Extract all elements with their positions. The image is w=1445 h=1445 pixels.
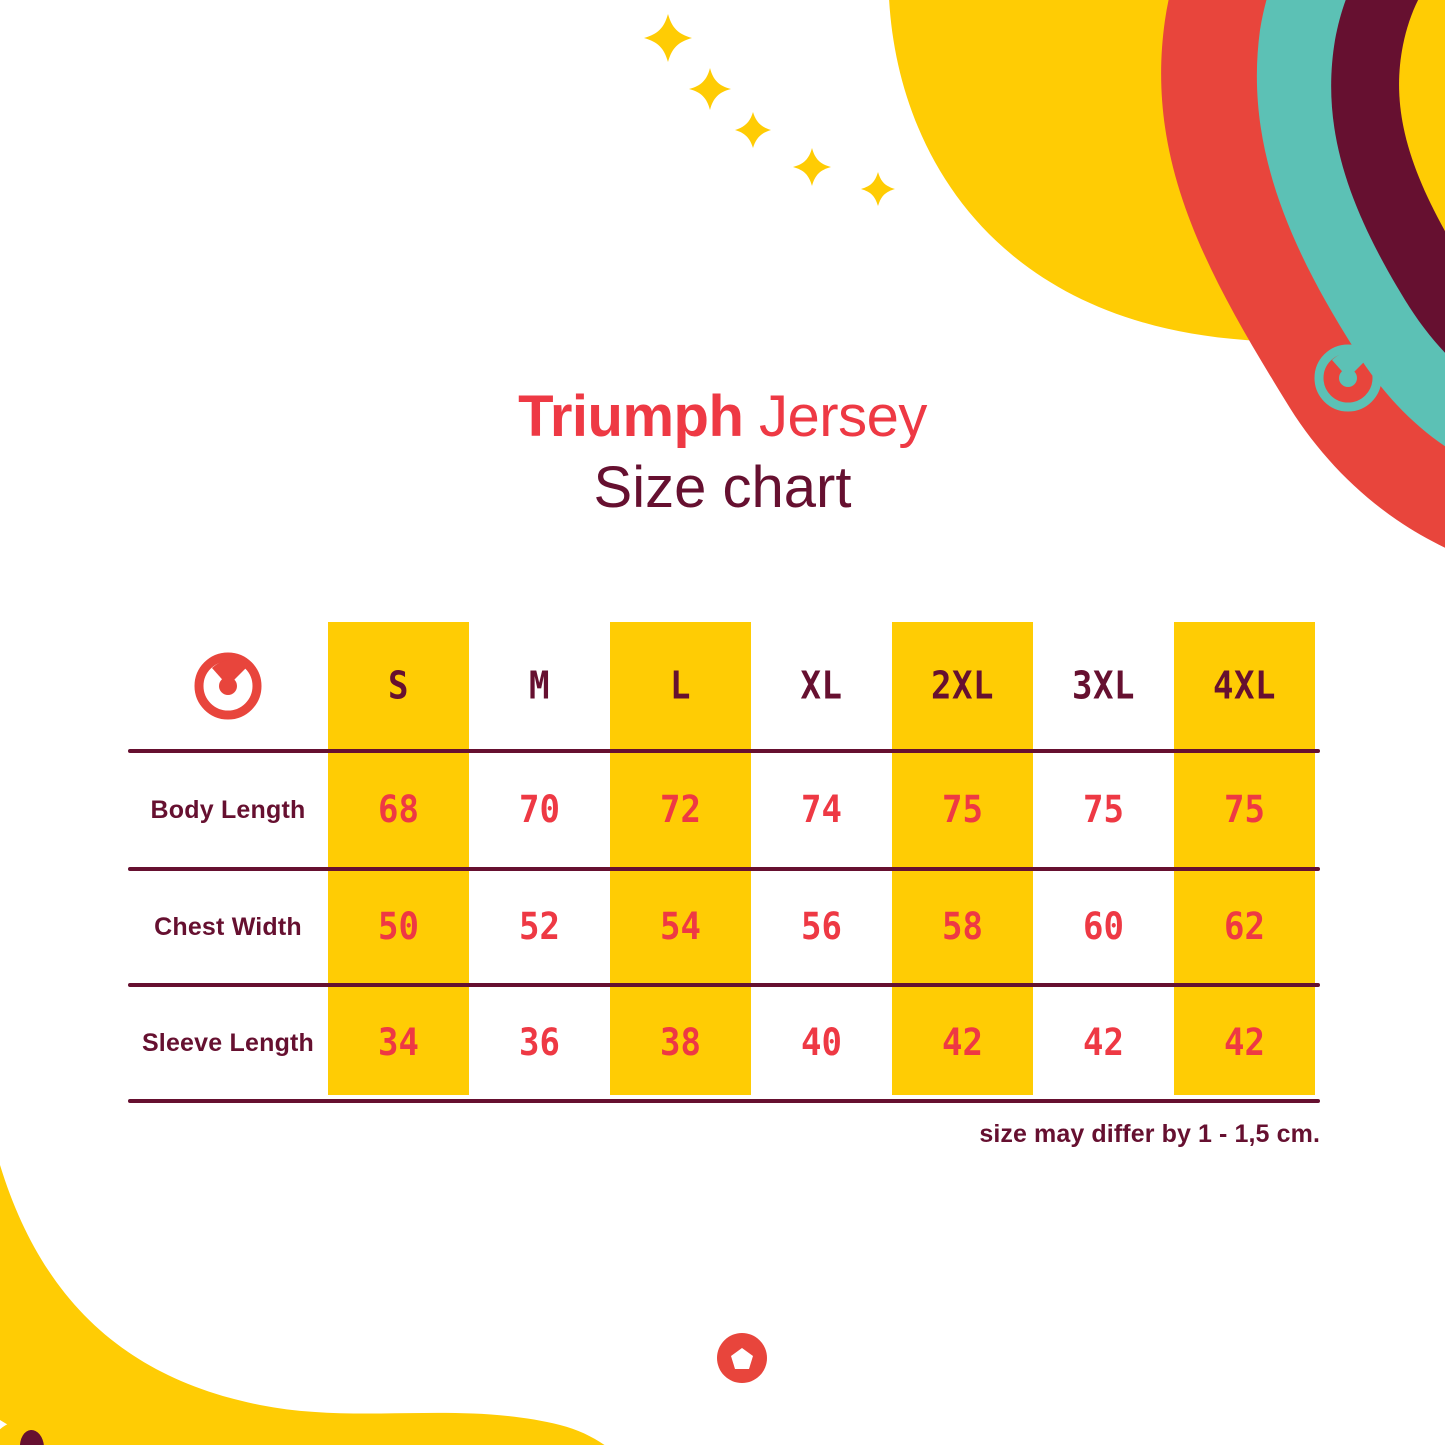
table-cell-chest-width-m: 52 (519, 905, 560, 949)
table-rule-row-3 (128, 1099, 1320, 1103)
table-cell-chest-width-2xl: 58 (942, 905, 983, 949)
column-header-4xl: 4XL (1213, 663, 1276, 708)
column-header-s: S (388, 663, 409, 708)
title-subtitle: Size chart (593, 455, 852, 521)
column-header-3xl: 3XL (1072, 663, 1135, 708)
table-cell-body-length-s: 68 (378, 788, 419, 832)
table-cell-sleeve-length-m: 36 (519, 1021, 560, 1065)
table-cell-chest-width-s: 50 (378, 905, 419, 949)
row-label-chest-width: Chest Width (154, 912, 302, 941)
table-cell-body-length-m: 70 (519, 788, 560, 832)
column-band-4xl (1174, 622, 1315, 1095)
column-header-2xl: 2XL (931, 663, 994, 708)
table-cell-body-length-4xl: 75 (1224, 788, 1265, 832)
product-name: Jersey (759, 384, 927, 449)
column-header-xl: XL (800, 663, 843, 708)
table-cell-body-length-3xl: 75 (1083, 788, 1124, 832)
table-cell-sleeve-length-xl: 40 (801, 1021, 842, 1065)
table-cell-sleeve-length-3xl: 42 (1083, 1021, 1124, 1065)
table-cell-chest-width-xl: 56 (801, 905, 842, 949)
column-header-l: L (670, 663, 691, 708)
decorative-arc-top-right (889, 0, 1445, 548)
column-highlight-bands (128, 620, 1318, 1110)
table-cell-chest-width-l: 54 (660, 905, 701, 949)
size-chart-table: S M L XL 2XL 3XL 4XL Body Length 68 70 7… (128, 620, 1320, 1110)
row-label-body-length: Body Length (150, 795, 306, 824)
table-rule-header (128, 749, 1320, 753)
table-rule-row-2 (128, 983, 1320, 987)
title-line-primary: Triumph Jersey (0, 386, 1445, 447)
brand-name: Triumph (518, 384, 744, 449)
table-cell-sleeve-length-s: 34 (378, 1021, 419, 1065)
table-cell-chest-width-3xl: 60 (1083, 905, 1124, 949)
compass-ring-icon (194, 652, 262, 719)
table-cell-chest-width-4xl: 62 (1224, 905, 1265, 949)
table-cell-sleeve-length-4xl: 42 (1224, 1021, 1265, 1065)
compass-ring-icon (1314, 344, 1382, 412)
row-label-sleeve-length: Sleeve Length (141, 1028, 315, 1057)
column-band-l (610, 622, 751, 1095)
page-title: Triumph Jersey Size chart (0, 386, 1445, 523)
table-cell-body-length-2xl: 75 (942, 788, 983, 832)
table-rule-row-1 (128, 867, 1320, 871)
column-band-2xl (892, 622, 1033, 1095)
table-cell-body-length-xl: 74 (801, 788, 842, 832)
table-logo (128, 620, 328, 751)
table-cell-sleeve-length-2xl: 42 (942, 1021, 983, 1065)
table-cell-body-length-l: 72 (660, 788, 701, 832)
pentagon-circle-icon (717, 1333, 767, 1383)
column-header-m: M (529, 663, 550, 708)
size-tolerance-note: size may differ by 1 - 1,5 cm. (979, 1120, 1320, 1148)
column-band-s (328, 622, 469, 1095)
sparkle-star-icon (644, 14, 895, 206)
table-cell-sleeve-length-l: 38 (660, 1021, 701, 1065)
